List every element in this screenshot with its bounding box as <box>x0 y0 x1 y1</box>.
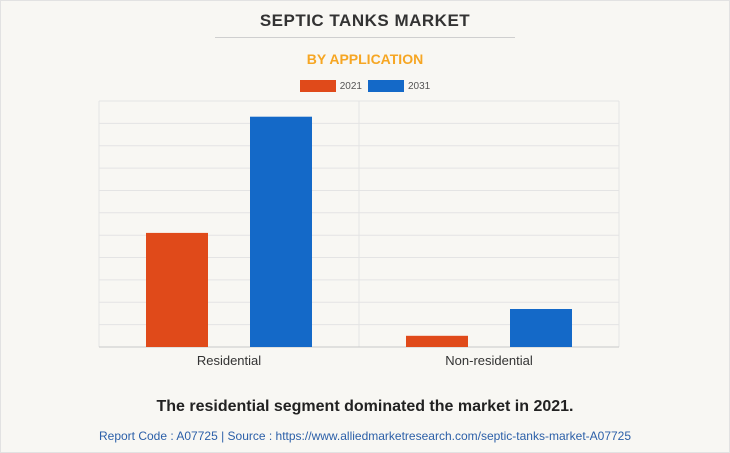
legend-swatch-2031 <box>368 80 404 92</box>
legend-label-2031: 2031 <box>408 80 431 92</box>
legend-swatch-2021 <box>299 80 336 92</box>
x-tick-label: Non-residential <box>445 353 533 368</box>
chart-title: SEPTIC TANKS MARKET <box>259 11 471 30</box>
bar-2021-non-residential <box>406 335 468 347</box>
bar-2021-residential <box>146 232 208 347</box>
x-tick-label: Residential <box>197 353 261 368</box>
title-divider <box>215 37 515 38</box>
chart-caption: The residential segment dominated the ma… <box>156 398 574 415</box>
legend-item-2031[interactable]: 2031 <box>368 80 430 92</box>
bar-2031-non-residential <box>510 309 572 347</box>
chart-subtitle: BY APPLICATION <box>306 51 424 67</box>
chart-legend: 2021 2031 <box>0 80 730 92</box>
legend-item-2021[interactable]: 2021 <box>299 80 362 92</box>
bar-2031-residential <box>250 116 312 347</box>
source-line[interactable]: Report Code : A07725 | Source : https://… <box>98 429 632 443</box>
legend-label-2021: 2021 <box>339 80 362 92</box>
